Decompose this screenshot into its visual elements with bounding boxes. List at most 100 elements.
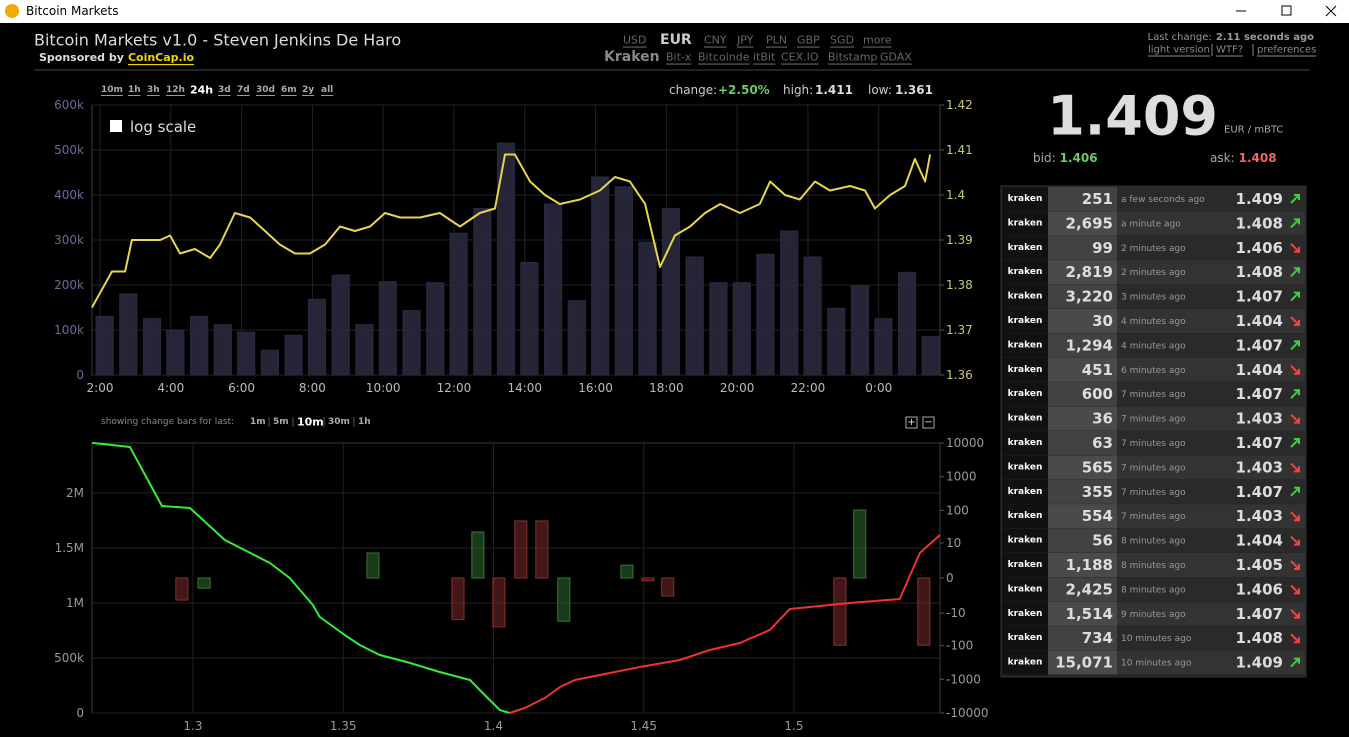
sponsor-link[interactable]: CoinCap.io: [128, 51, 195, 64]
interval-option[interactable]: 5m: [273, 417, 289, 427]
x-tick-label: 4:00: [157, 381, 184, 395]
trade-exchange: kraken: [1008, 609, 1043, 619]
x-tick-label: 8:00: [299, 381, 326, 395]
stat-label: low:: [868, 83, 892, 97]
zoom-button[interactable]: [922, 416, 935, 429]
bar: [614, 186, 633, 376]
close-button[interactable]: [1325, 5, 1337, 17]
exchange-link[interactable]: itBit: [753, 51, 776, 64]
amount-cell: [1048, 553, 1117, 577]
header-link[interactable]: light version: [1148, 45, 1210, 56]
zoom-button[interactable]: [905, 416, 918, 429]
currency-link[interactable]: SGD: [830, 34, 854, 47]
exchange-link[interactable]: GDAX: [880, 51, 912, 64]
trade-amount: 565: [1082, 458, 1113, 476]
trade-time: 10 minutes ago: [1121, 659, 1192, 669]
y2-tick-label: 0: [946, 571, 954, 585]
range-link[interactable]: 12h: [166, 85, 185, 95]
amount-cell: [1048, 455, 1117, 480]
exchange-link[interactable]: Bitstamp: [828, 51, 877, 64]
trade-price: 1.407: [1236, 605, 1283, 623]
range-link[interactable]: 10m: [101, 85, 123, 95]
trade-time: 9 minutes ago: [1121, 610, 1186, 620]
range-link[interactable]: 3d: [218, 85, 231, 95]
interval-option[interactable]: 1h: [358, 417, 371, 427]
interval-option[interactable]: 30m: [328, 417, 350, 427]
header-link[interactable]: WTF?: [1216, 45, 1243, 56]
currency-link[interactable]: PLN: [766, 34, 787, 47]
amount-cell: [1048, 309, 1117, 333]
x-tick-label: 1.3: [183, 719, 202, 733]
arrow-up: [1290, 657, 1300, 668]
stat-value: 1.411: [815, 83, 853, 97]
last-change: Last change: 2.11 seconds ago: [1148, 32, 1314, 43]
trade-amount: 600: [1082, 385, 1113, 403]
trade-price: 1.406: [1236, 239, 1283, 257]
y2-tick-label: -10: [946, 606, 966, 620]
currency-link[interactable]: CNY: [704, 34, 727, 47]
amount-cell: [1048, 601, 1117, 626]
trade-price: 1.403: [1236, 458, 1283, 476]
currency-link[interactable]: JPY: [736, 34, 754, 47]
bar: [850, 285, 870, 376]
window-title: Bitcoin Markets: [26, 4, 118, 18]
bar: [355, 324, 374, 376]
currency-link[interactable]: USD: [623, 34, 647, 47]
ask-label: ask:: [1210, 151, 1235, 165]
arrow-down: [1290, 462, 1300, 473]
amount-cell: [1048, 260, 1117, 285]
range-link[interactable]: 2y: [302, 85, 314, 95]
exchange-link[interactable]: Bit-x: [666, 51, 692, 64]
trade-amount: 451: [1082, 361, 1113, 379]
exchange-link[interactable]: Kraken: [604, 49, 660, 65]
last-change-label: Last change:: [1148, 32, 1212, 43]
trade-exchange: kraken: [1008, 389, 1043, 399]
trade-amount: 1,514: [1066, 605, 1113, 623]
exchange-link[interactable]: Bitcoinde: [698, 51, 750, 64]
range-link[interactable]: all: [321, 85, 333, 95]
range-link[interactable]: 6m: [281, 85, 297, 95]
range-link[interactable]: 3h: [147, 85, 160, 95]
trade-exchange: kraken: [1008, 560, 1043, 570]
currency-link[interactable]: EUR: [660, 32, 692, 48]
x-tick-label: 1.35: [330, 719, 357, 733]
exchange-cell: [1002, 479, 1048, 504]
range-link[interactable]: 30d: [256, 85, 275, 95]
zoom-button-label: −: [924, 417, 932, 428]
trade-amount: 99: [1092, 239, 1113, 257]
trade-exchange: kraken: [1008, 584, 1043, 594]
trade-price: 1.407: [1236, 483, 1283, 501]
maximize-button[interactable]: [1281, 5, 1292, 16]
bar: [685, 256, 704, 376]
y2-tick-label: -1000: [946, 672, 981, 686]
change-bars-label: showing change bars for last:: [101, 417, 234, 427]
trade-time: a minute ago: [1121, 219, 1181, 229]
currency-link[interactable]: more: [863, 34, 892, 47]
header-link[interactable]: preferences: [1257, 45, 1316, 56]
y2-tick-label: 1.39: [946, 233, 973, 247]
line: [91, 441, 510, 714]
y-tick-label: 100k: [54, 323, 84, 337]
interval-option[interactable]: 1m: [250, 417, 266, 427]
log-scale-checkbox[interactable]: [110, 120, 122, 132]
amount-cell: [1048, 479, 1117, 504]
exchange-link[interactable]: CEX.IO: [781, 51, 819, 64]
stat-value: +2.50%: [718, 83, 770, 97]
x-tick-label: 12:00: [437, 381, 472, 395]
arrow-down: [1290, 316, 1300, 326]
trade-amount: 30: [1092, 312, 1113, 330]
y2-tick-label: -100: [946, 639, 973, 653]
range-link[interactable]: 7d: [237, 85, 250, 95]
amount-cell: [1048, 431, 1117, 455]
trade-time: 6 minutes ago: [1121, 366, 1186, 376]
currency-link[interactable]: GBP: [797, 34, 820, 47]
trade-time: 10 minutes ago: [1121, 634, 1192, 644]
y2-tick-label: 1.41: [946, 143, 973, 157]
interval-option[interactable]: 10m: [297, 416, 324, 429]
range-link[interactable]: 1h: [128, 85, 141, 95]
y-tick-label: 0: [76, 368, 84, 382]
amount-cell: [1048, 406, 1117, 431]
range-link[interactable]: 24h: [190, 84, 213, 97]
trade-exchange: kraken: [1008, 340, 1043, 350]
bar: [620, 564, 634, 579]
